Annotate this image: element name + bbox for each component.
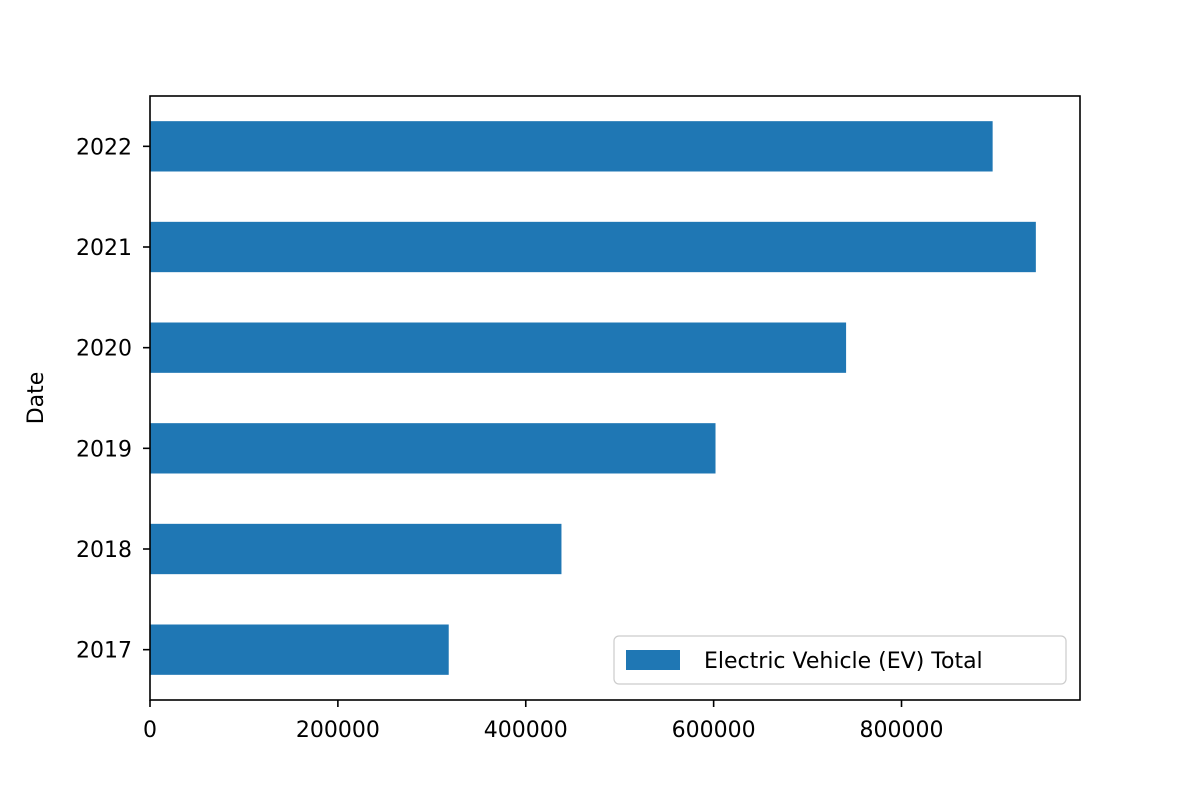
- bar-2019: [150, 423, 716, 474]
- y-tick-label: 2021: [76, 236, 132, 261]
- x-tick-label: 400000: [484, 718, 568, 743]
- y-tick-label: 2017: [76, 639, 132, 664]
- y-tick-label: 2018: [76, 538, 132, 563]
- x-tick-label: 600000: [672, 718, 756, 743]
- y-tick-label: 2020: [76, 337, 132, 362]
- bar-2018: [150, 523, 562, 575]
- x-tick-label: 0: [143, 718, 157, 743]
- plot-frame: [149, 95, 1081, 701]
- bar-2020: [150, 322, 847, 373]
- bars-layer: [150, 121, 1036, 675]
- y-tick-label: 2019: [76, 437, 132, 462]
- x-tick-label: 200000: [296, 718, 380, 743]
- legend-swatch: [626, 650, 680, 670]
- bar-2021: [150, 221, 1036, 273]
- y-tick-label: 2022: [76, 135, 132, 160]
- bar-2017: [150, 624, 449, 675]
- x-axis: 0 200000 400000 600000 800000: [143, 700, 944, 743]
- y-axis: 2017 2018 2019 2020 2021 2022: [76, 135, 150, 664]
- legend: Electric Vehicle (EV) Total: [613, 635, 1067, 685]
- legend-label: Electric Vehicle (EV) Total: [704, 649, 983, 674]
- y-axis-title: Date: [24, 372, 49, 425]
- bar-2022: [150, 121, 993, 172]
- x-tick-label: 800000: [860, 718, 944, 743]
- legend-box: [613, 635, 1067, 685]
